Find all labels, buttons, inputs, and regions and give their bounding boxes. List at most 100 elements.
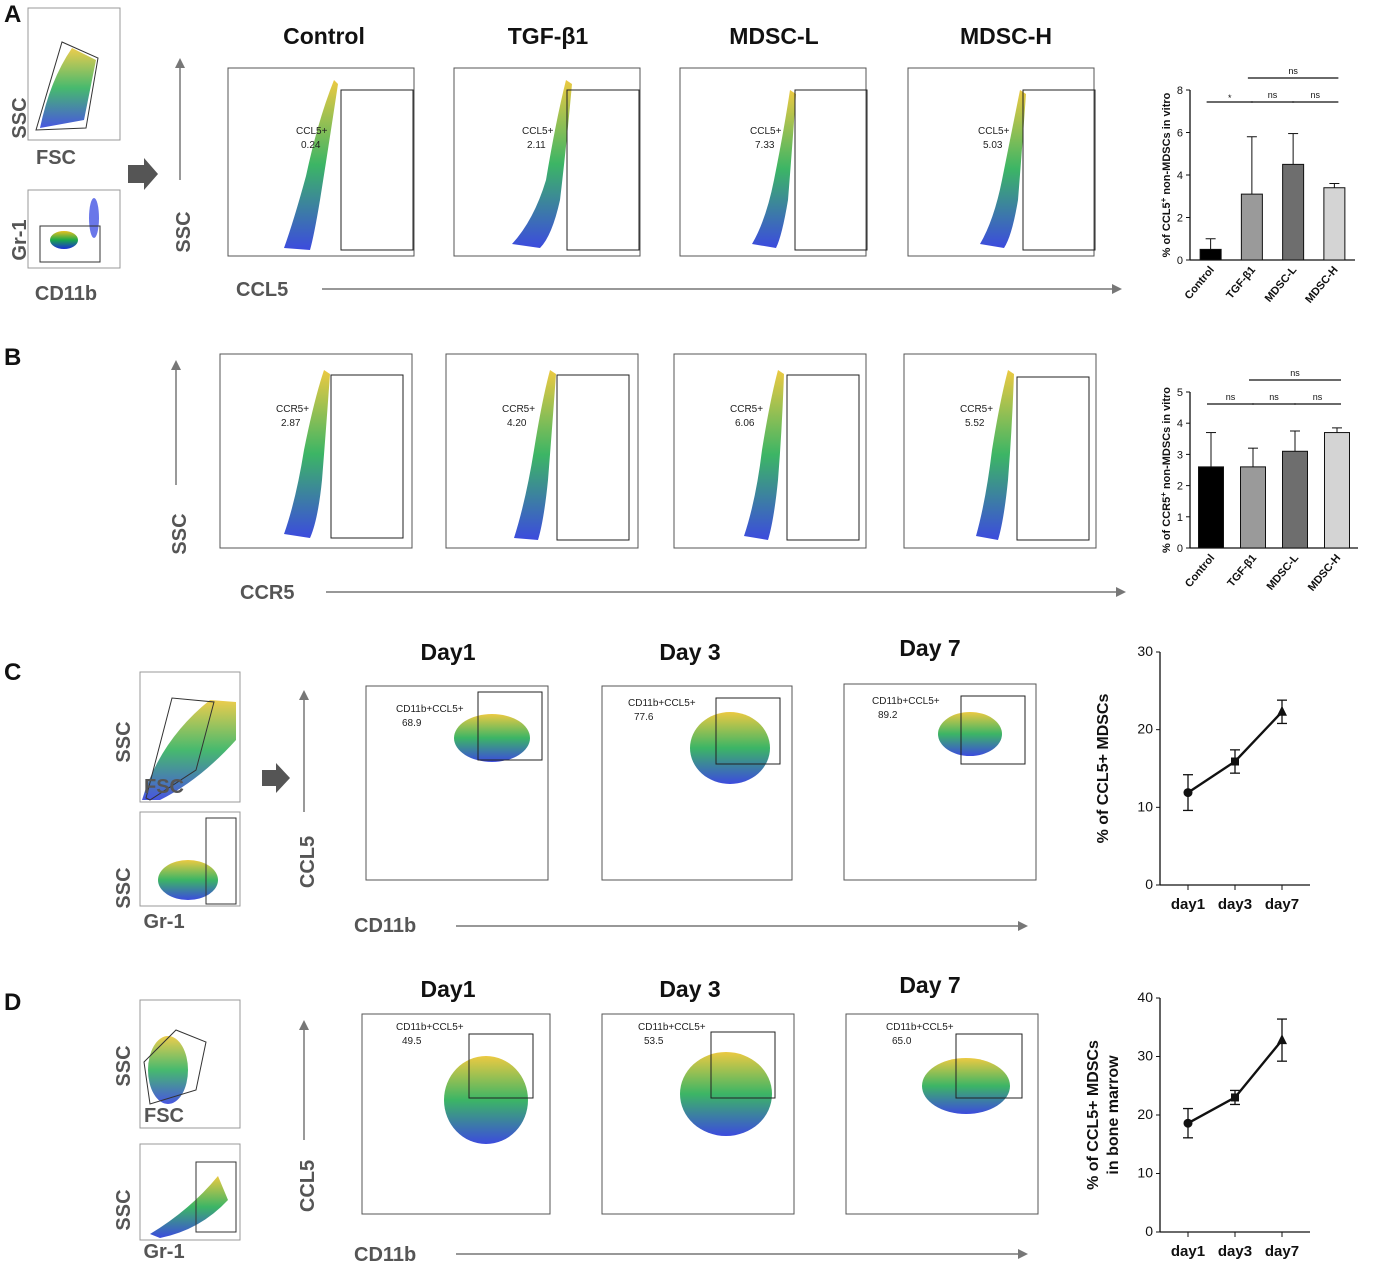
significance-label: ns bbox=[1226, 392, 1236, 402]
flow-gate bbox=[1022, 89, 1096, 251]
thumb-a2-gate bbox=[39, 225, 101, 263]
flow-plot-c-day1: CD11b+CCL5+ 68.9 bbox=[365, 685, 549, 881]
panel-c-thumbnails: SSC FSC SSC Gr-1 bbox=[113, 671, 241, 933]
flow-population bbox=[938, 712, 1002, 756]
y-tick-label: 0 bbox=[1177, 543, 1183, 555]
gate-value: 2.11 bbox=[527, 140, 546, 151]
flow-gate bbox=[330, 374, 404, 539]
category-label: day3 bbox=[1218, 896, 1252, 913]
y-tick-label: 20 bbox=[1137, 1106, 1153, 1122]
category-label: day3 bbox=[1218, 1243, 1252, 1260]
flow-plot-b-tgf: CCR5+ 4.20 bbox=[445, 353, 639, 549]
flow-gate bbox=[468, 1033, 534, 1099]
panel-b-x-label: CCR5 bbox=[240, 582, 294, 604]
thumb-c1-ylabel: SSC bbox=[113, 721, 135, 762]
line-chart-ccl5-mdsc-bone-marrow: 0 10 20 30 40 % of CCL5+ MDSCs in bone marrow d… bbox=[1085, 989, 1310, 1260]
gate-value: 6.06 bbox=[735, 418, 755, 429]
gate-label: CCR5+ bbox=[730, 404, 763, 415]
category-label: MDSC-L bbox=[1265, 552, 1302, 593]
thumb-a1-ylabel: SSC bbox=[9, 97, 31, 138]
gate-label: CD11b+CCL5+ bbox=[872, 696, 940, 707]
flow-plot-a-mdsc-l: CCL5+ 7.33 bbox=[679, 67, 868, 257]
flow-gate bbox=[477, 691, 543, 761]
significance-label: ns bbox=[1310, 90, 1320, 100]
flow-population bbox=[284, 80, 338, 250]
bar bbox=[1199, 248, 1222, 261]
gate-value: 5.03 bbox=[983, 140, 1003, 151]
thumb-a2-frame bbox=[27, 189, 121, 269]
arrow-right-icon bbox=[262, 763, 290, 793]
flow-plot-frame bbox=[365, 685, 549, 881]
flow-gate bbox=[710, 1031, 776, 1099]
panel-d-y-label: CCL5 bbox=[297, 1160, 319, 1212]
y-tick-label: 1 bbox=[1177, 512, 1183, 524]
y-axis-label-line2: in bone marrow bbox=[1105, 1055, 1122, 1175]
bar-chart-ccr5-non-mdsc: 0 1 2 3 4 5% of CCR5+ non-MDSCs in vitro Contr… bbox=[1159, 368, 1358, 594]
thumb-d1-xlabel: FSC bbox=[144, 1105, 184, 1127]
y-tick-label: 20 bbox=[1137, 721, 1153, 737]
gate-label: CD11b+CCL5+ bbox=[638, 1022, 706, 1033]
thumb-d2-gate bbox=[195, 1161, 237, 1233]
flow-population bbox=[680, 1052, 772, 1136]
thumb-a2-population-2 bbox=[89, 198, 99, 238]
gate-value: 53.5 bbox=[644, 1036, 664, 1047]
flow-plot-frame bbox=[843, 683, 1037, 881]
category-label: day1 bbox=[1171, 896, 1205, 913]
category-label: MDSC-L bbox=[1263, 264, 1300, 305]
bar bbox=[1282, 163, 1305, 261]
thumb-d2-ylabel: SSC bbox=[113, 1189, 135, 1230]
column-title-d-day3: Day 3 bbox=[659, 976, 720, 1002]
bar bbox=[1240, 466, 1266, 549]
significance-label: * bbox=[1228, 93, 1232, 103]
flow-plot-c-day7: CD11b+CCL5+ 89.2 bbox=[843, 683, 1037, 881]
y-tick-label: 6 bbox=[1177, 128, 1183, 140]
flow-gate bbox=[1016, 376, 1090, 541]
bar bbox=[1323, 187, 1346, 261]
gate-label: CCR5+ bbox=[502, 404, 535, 415]
panel-letter-a: A bbox=[4, 1, 21, 28]
data-point bbox=[1277, 705, 1287, 716]
y-tick-label: 8 bbox=[1177, 85, 1183, 97]
bar bbox=[1324, 432, 1350, 549]
thumb-d1-population bbox=[148, 1036, 188, 1104]
column-title-c-day1: Day1 bbox=[421, 639, 476, 665]
y-tick-label: 4 bbox=[1177, 170, 1183, 182]
flow-population bbox=[512, 80, 572, 248]
y-axis-label: % of CCR5+ non-MDSCs in vitro bbox=[1159, 387, 1174, 553]
thumb-c2-gate bbox=[205, 817, 237, 905]
gate-label: CD11b+CCL5+ bbox=[396, 704, 464, 715]
flow-plot-d-day7: CD11b+CCL5+ 65.0 bbox=[845, 1013, 1039, 1215]
data-point bbox=[1183, 1118, 1193, 1128]
category-label: Control bbox=[1183, 552, 1217, 590]
gate-label: CCL5+ bbox=[296, 126, 328, 137]
flow-population bbox=[690, 712, 770, 784]
data-point bbox=[1231, 757, 1239, 766]
gate-value: 68.9 bbox=[402, 718, 422, 729]
y-tick-label: 3 bbox=[1177, 449, 1183, 461]
flow-population bbox=[454, 714, 530, 762]
thumb-a2-population bbox=[50, 231, 78, 249]
significance-label: ns bbox=[1268, 90, 1278, 100]
flow-gate bbox=[794, 89, 868, 251]
gate-value: 4.20 bbox=[507, 418, 527, 429]
bar bbox=[1240, 193, 1263, 261]
flow-population bbox=[514, 370, 556, 540]
gate-label: CD11b+CCL5+ bbox=[886, 1022, 954, 1033]
thumb-a2-xlabel: CD11b bbox=[35, 283, 97, 305]
flow-plot-a-tgf: CCL5+ 2.11 bbox=[453, 67, 641, 257]
gate-value: 0.24 bbox=[301, 140, 321, 151]
category-label: TGF-β1 bbox=[1224, 264, 1258, 301]
gate-value: 65.0 bbox=[892, 1036, 912, 1047]
flow-population bbox=[922, 1058, 1010, 1114]
column-title-d-day1: Day1 bbox=[421, 976, 476, 1002]
line-chart-ccl5-mdsc: 0 10 20 30 % of CCL5+ MDSCs day1 day3 day7 bbox=[1095, 643, 1310, 913]
category-label: Control bbox=[1183, 264, 1217, 302]
gate-label: CCL5+ bbox=[750, 126, 782, 137]
column-title-control: Control bbox=[283, 23, 365, 49]
gate-label: CCL5+ bbox=[522, 126, 554, 137]
gate-label: CCR5+ bbox=[960, 404, 993, 415]
thumb-d2-population bbox=[150, 1176, 228, 1238]
thumb-a2-ylabel: Gr-1 bbox=[9, 219, 31, 260]
panel-a-y-label: SSC bbox=[173, 211, 195, 252]
flow-plot-b-control: CCR5+ 2.87 bbox=[219, 353, 413, 549]
